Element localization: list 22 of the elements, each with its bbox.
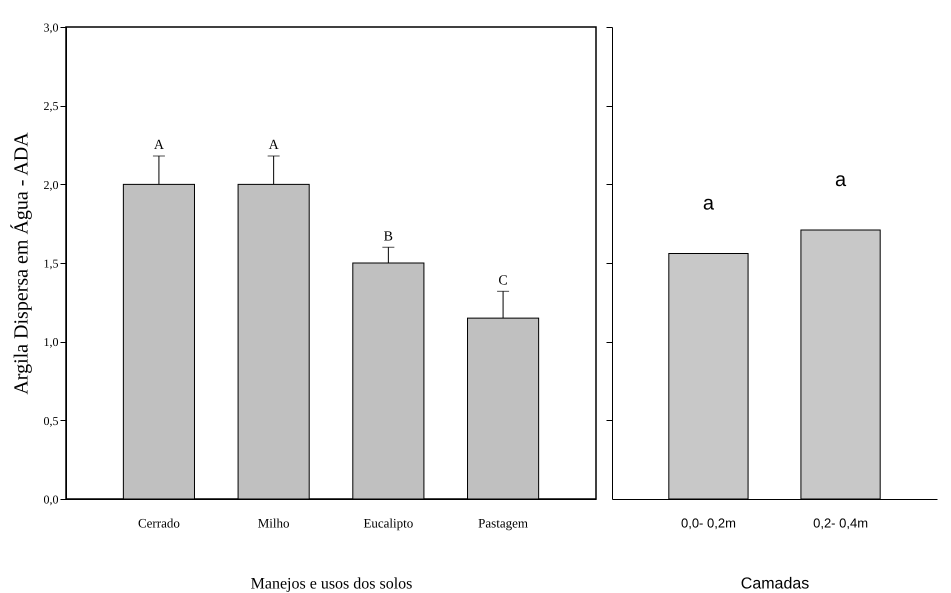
y-tick-label: 1,0: [44, 335, 58, 350]
y-tick-label: 0,5: [44, 414, 58, 428]
x-tick-label: 0,0- 0,2m: [680, 516, 736, 530]
x-tick-label: Pastagem: [478, 516, 528, 530]
annotation: a: [834, 168, 847, 191]
annotation: C: [498, 273, 508, 288]
annotation: B: [384, 229, 394, 244]
x-axis-title: Camadas: [740, 576, 810, 592]
x-tick-label: Milho: [258, 516, 290, 530]
y-tick-label: 1,5: [44, 256, 58, 270]
y-tick-label: 2,5: [44, 99, 58, 114]
y-tick-label: 3,0: [44, 20, 58, 34]
annotation: a: [702, 192, 715, 215]
x-tick-label: 0,2- 0,4m: [813, 516, 868, 530]
annotation: A: [154, 138, 165, 154]
y-tick-label: 0,0: [44, 492, 58, 506]
x-tick-label: Cerrado: [138, 516, 180, 530]
y-tick-label: 2,0: [44, 178, 58, 192]
annotation: A: [268, 138, 280, 154]
x-axis-title: Manejos e usos dos solos: [250, 576, 412, 592]
x-tick-label: Eucalipto: [363, 516, 414, 530]
y-axis-title: Argila Dispersa em Água - ADA: [10, 132, 32, 395]
